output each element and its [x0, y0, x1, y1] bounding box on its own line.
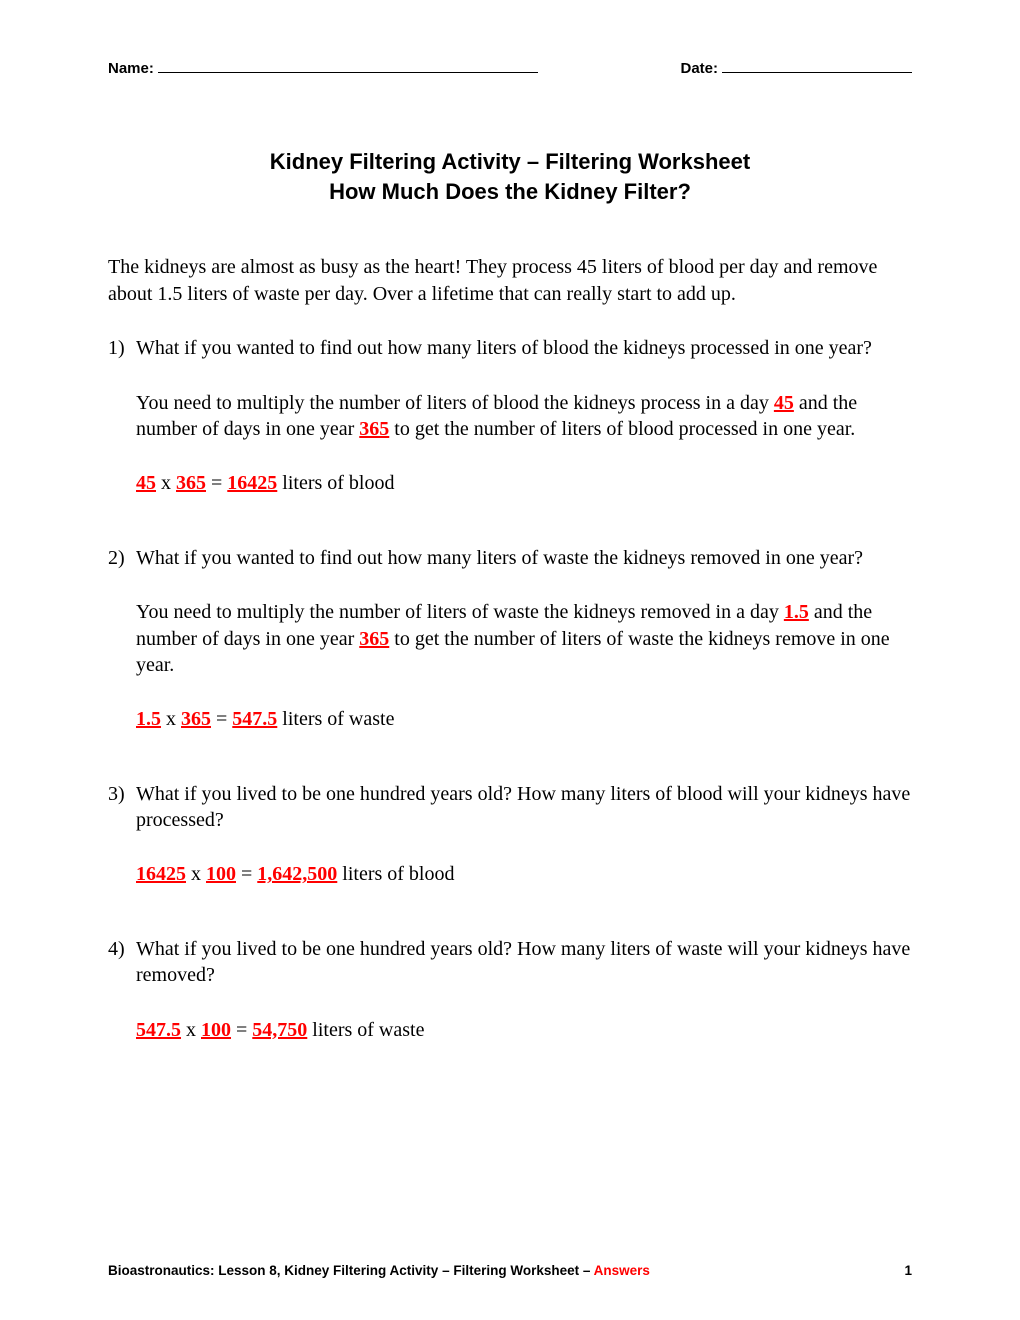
- q1-value1: 45: [774, 392, 794, 414]
- q3-number: 3): [108, 781, 136, 834]
- q4-eq-eq: =: [231, 1019, 252, 1041]
- q2-value2: 365: [359, 628, 389, 650]
- q2-explanation: You need to multiply the number of liter…: [136, 599, 912, 678]
- header-row: Name: Date:: [108, 60, 912, 77]
- title-line1: Kidney Filtering Activity – Filtering Wo…: [108, 147, 912, 177]
- footer-page: 1: [904, 1263, 912, 1278]
- q3-equation: 16425 x 100 = 1,642,500 liters of blood: [136, 861, 912, 887]
- q1-number: 1): [108, 335, 136, 361]
- title-block: Kidney Filtering Activity – Filtering Wo…: [108, 147, 912, 206]
- q2-number: 2): [108, 545, 136, 571]
- q1-eq-x: x: [156, 472, 176, 494]
- q1-value2: 365: [359, 418, 389, 440]
- name-field: Name:: [108, 60, 538, 77]
- question-2-row: 2) What if you wanted to find out how ma…: [108, 545, 912, 571]
- question-4-row: 4) What if you lived to be one hundred y…: [108, 936, 912, 989]
- q1-equation: 45 x 365 = 16425 liters of blood: [136, 470, 912, 496]
- q3-eq-unit: liters of blood: [337, 863, 454, 885]
- q2-value1: 1.5: [784, 601, 809, 623]
- title-line2: How Much Does the Kidney Filter?: [108, 177, 912, 207]
- q1-text: What if you wanted to find out how many …: [136, 335, 912, 361]
- q4-number: 4): [108, 936, 136, 989]
- q2-text: What if you wanted to find out how many …: [136, 545, 912, 571]
- question-1: 1) What if you wanted to find out how ma…: [108, 335, 912, 497]
- q1-eq-b: 365: [176, 472, 206, 494]
- q2-equation: 1.5 x 365 = 547.5 liters of waste: [136, 706, 912, 732]
- q3-text: What if you lived to be one hundred year…: [136, 781, 912, 834]
- q3-eq-r: 1,642,500: [257, 863, 337, 885]
- q1-explanation: You need to multiply the number of liter…: [136, 390, 912, 443]
- question-3-row: 3) What if you lived to be one hundred y…: [108, 781, 912, 834]
- q4-eq-b: 100: [201, 1019, 231, 1041]
- name-blank[interactable]: [158, 72, 538, 73]
- footer-answers: Answers: [594, 1263, 650, 1278]
- q1-exp-post: to get the number of liters of blood pro…: [389, 418, 855, 440]
- date-field: Date:: [680, 60, 912, 77]
- q2-eq-x: x: [161, 708, 181, 730]
- q4-eq-r: 54,750: [252, 1019, 307, 1041]
- q1-eq-eq: =: [206, 472, 227, 494]
- q2-exp-pre: You need to multiply the number of liter…: [136, 601, 784, 623]
- q4-eq-a: 547.5: [136, 1019, 181, 1041]
- q3-eq-eq: =: [236, 863, 257, 885]
- q4-text: What if you lived to be one hundred year…: [136, 936, 912, 989]
- q2-eq-unit: liters of waste: [277, 708, 394, 730]
- q4-eq-unit: liters of waste: [307, 1019, 424, 1041]
- q1-eq-a: 45: [136, 472, 156, 494]
- question-1-row: 1) What if you wanted to find out how ma…: [108, 335, 912, 361]
- q1-eq-r: 16425: [227, 472, 277, 494]
- q3-eq-x: x: [186, 863, 206, 885]
- q4-eq-x: x: [181, 1019, 201, 1041]
- date-blank[interactable]: [722, 72, 912, 73]
- q4-equation: 547.5 x 100 = 54,750 liters of waste: [136, 1017, 912, 1043]
- q2-eq-b: 365: [181, 708, 211, 730]
- question-2: 2) What if you wanted to find out how ma…: [108, 545, 912, 733]
- name-label: Name:: [108, 60, 154, 77]
- footer-text: Bioastronautics: Lesson 8, Kidney Filter…: [108, 1263, 594, 1278]
- q2-eq-eq: =: [211, 708, 232, 730]
- q3-eq-b: 100: [206, 863, 236, 885]
- q2-eq-a: 1.5: [136, 708, 161, 730]
- footer-left: Bioastronautics: Lesson 8, Kidney Filter…: [108, 1263, 650, 1278]
- intro-paragraph: The kidneys are almost as busy as the he…: [108, 254, 912, 307]
- q3-eq-a: 16425: [136, 863, 186, 885]
- footer: Bioastronautics: Lesson 8, Kidney Filter…: [108, 1263, 912, 1278]
- q2-eq-r: 547.5: [232, 708, 277, 730]
- q1-eq-unit: liters of blood: [277, 472, 394, 494]
- question-4: 4) What if you lived to be one hundred y…: [108, 936, 912, 1043]
- date-label: Date:: [680, 60, 718, 77]
- question-3: 3) What if you lived to be one hundred y…: [108, 781, 912, 888]
- q1-exp-pre: You need to multiply the number of liter…: [136, 392, 774, 414]
